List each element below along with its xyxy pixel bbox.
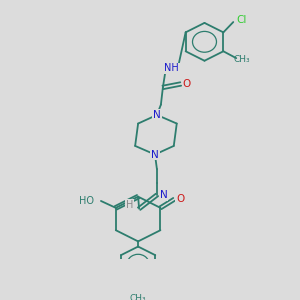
- Text: HO: HO: [79, 196, 94, 206]
- Text: N: N: [151, 149, 159, 160]
- Text: NH: NH: [164, 64, 179, 74]
- Text: N: N: [160, 190, 168, 200]
- Text: H: H: [125, 200, 133, 210]
- Text: O: O: [182, 79, 191, 89]
- Text: Cl: Cl: [236, 15, 246, 25]
- Text: CH₃: CH₃: [130, 294, 146, 300]
- Text: N: N: [153, 110, 161, 120]
- Text: O: O: [176, 194, 184, 204]
- Text: CH₃: CH₃: [234, 55, 250, 64]
